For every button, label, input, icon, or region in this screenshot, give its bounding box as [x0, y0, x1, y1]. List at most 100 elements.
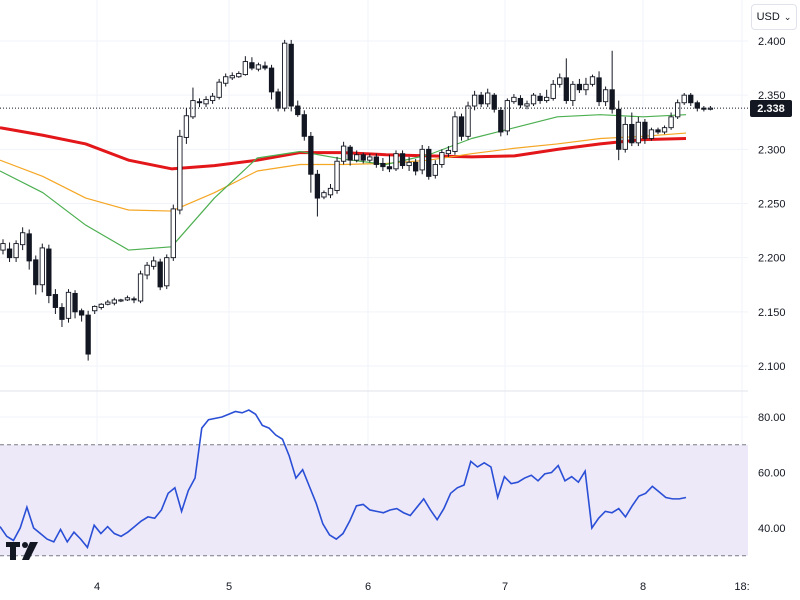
candle	[46, 244, 52, 304]
candle	[124, 295, 131, 301]
time-tick-label: 6	[365, 581, 371, 593]
candle	[701, 106, 707, 112]
candle	[150, 256, 157, 270]
candle	[288, 39, 294, 112]
candle	[347, 145, 353, 166]
candle	[530, 93, 537, 106]
ma-line-green	[0, 114, 687, 251]
time-tick-label: 7	[502, 581, 508, 593]
candle	[268, 64, 275, 100]
candle	[596, 71, 602, 106]
candle	[380, 158, 386, 171]
rsi-line	[0, 409, 687, 550]
candle	[570, 81, 576, 106]
candle	[242, 56, 248, 76]
candle	[360, 152, 366, 164]
candle	[544, 89, 550, 103]
candle	[20, 227, 26, 251]
candle	[504, 98, 510, 136]
candle	[557, 73, 563, 88]
candle	[537, 93, 543, 104]
candle	[471, 90, 478, 111]
candle	[301, 110, 307, 141]
candle	[688, 93, 694, 106]
candle	[65, 289, 72, 323]
rsi-tick-label: 40.00	[758, 523, 786, 535]
candle	[648, 127, 655, 141]
candle	[6, 242, 13, 262]
candle	[393, 150, 399, 171]
candle	[629, 112, 635, 147]
candle	[413, 159, 419, 176]
candle	[236, 71, 242, 78]
time-tick-label: 8	[640, 581, 646, 593]
candle	[406, 156, 412, 171]
moving-averages	[0, 114, 687, 251]
candle	[373, 153, 379, 168]
candle	[275, 88, 281, 112]
candle	[203, 96, 209, 108]
candlesticks	[0, 39, 714, 361]
candle	[707, 106, 714, 111]
candle	[177, 129, 183, 215]
time-tick-label: 18:	[734, 581, 749, 593]
rsi-tick-label: 60.00	[758, 468, 786, 480]
current-price-badge: 2.338	[750, 100, 792, 117]
candle	[295, 100, 301, 117]
candle	[308, 132, 314, 193]
candle	[334, 156, 340, 194]
rsi-band	[0, 444, 748, 556]
candle	[419, 145, 425, 175]
currency-label: USD	[756, 11, 780, 23]
candle	[13, 240, 19, 262]
candle	[583, 77, 589, 96]
candle	[196, 98, 203, 108]
price-tick-label: 2.300	[758, 144, 786, 156]
candle	[98, 303, 104, 310]
candle	[445, 146, 452, 157]
candle	[157, 258, 163, 291]
candle	[432, 160, 438, 179]
price-tick-label: 2.150	[758, 307, 786, 319]
candle	[485, 88, 491, 108]
rsi-axis[interactable]: 40.00 60.00 80.00	[758, 412, 786, 535]
candle	[602, 86, 609, 106]
candle	[0, 239, 6, 255]
tradingview-logo[interactable]	[6, 540, 46, 562]
candle	[59, 303, 65, 327]
candle	[367, 153, 373, 163]
candle	[164, 254, 170, 290]
candle	[131, 296, 137, 304]
candle	[491, 93, 497, 113]
candle	[52, 289, 59, 314]
candle	[327, 184, 334, 199]
candle	[661, 125, 668, 135]
candle	[426, 146, 432, 180]
candle	[655, 127, 661, 135]
candle	[458, 113, 465, 141]
candle	[622, 116, 628, 153]
candle	[439, 149, 445, 168]
candle	[399, 150, 406, 169]
currency-selector[interactable]: USD ⌄	[751, 4, 797, 30]
candle	[681, 93, 687, 105]
price-axis[interactable]: 2.100 2.150 2.200 2.250 2.300 2.350 2.400	[758, 36, 786, 373]
candle	[105, 299, 111, 306]
candle	[78, 308, 85, 322]
candle	[668, 112, 674, 130]
candle	[576, 78, 583, 93]
candle	[190, 87, 196, 119]
ma-line-orange	[0, 132, 687, 212]
candle	[465, 101, 471, 140]
candle	[511, 94, 517, 104]
candle	[340, 141, 347, 165]
candle	[111, 297, 118, 306]
candle	[550, 80, 556, 101]
candle	[223, 73, 229, 87]
price-tick-label: 2.100	[758, 361, 786, 373]
candle	[321, 190, 327, 200]
candle	[616, 100, 622, 161]
time-axis[interactable]: 4 5 6 7 8 18:	[94, 581, 750, 593]
candle	[524, 100, 530, 110]
